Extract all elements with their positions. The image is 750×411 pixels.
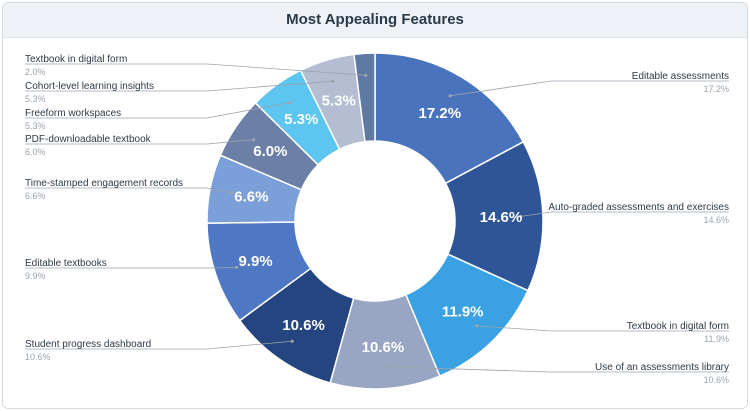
callout-percent-9: 5.3% [25,94,46,104]
slice-value-label-2: 11.9% [442,303,484,320]
callout-percent-3: 10.6% [703,375,729,385]
callout-line-4 [25,340,293,350]
callout-category-10: Textbook in digital form [25,54,127,65]
callout-line-0 [450,80,729,97]
slice-value-label-3: 10.6% [362,339,405,356]
callout-percent-7: 6.0% [25,147,46,157]
chart-title: Most Appealing Features [286,11,464,28]
callout-category-2: Textbook in digital form [627,321,729,332]
callout-line-8 [25,102,290,119]
callout-category-7: PDF-downloadable textbook [25,134,152,145]
callout-percent-1: 14.6% [703,215,729,225]
callout-category-8: Freeform workspaces [25,108,121,119]
callout-labels: Editable assessments 17.2% Auto-graded ass… [25,54,729,385]
title-bar: Most Appealing Features [3,3,747,38]
slice-value-labels: 17.2% 14.6% 11.9% 10.6% 10.6% 9.9% 6.6% 6.0% 5.3… [234,92,522,355]
callout-percent-2: 11.9% [704,334,729,344]
callout-line-6 [25,187,232,194]
slices [206,52,544,390]
donut-chart: 17.2% 14.6% 11.9% 10.6% 10.6% 9.9% 6.6% 6.0% 5.3… [25,52,729,390]
slice-value-label-0: 17.2% [419,105,462,122]
slice-value-label-1: 14.6% [480,209,523,226]
slice-value-label-8: 5.3% [284,111,318,128]
callout-line-5 [25,267,237,269]
slice-value-label-6: 6.6% [234,189,268,206]
callout-line-2 [476,325,729,332]
slice-value-label-4: 10.6% [282,317,325,334]
slice-1 [444,140,544,292]
callout-lines [25,63,729,373]
callout-percent-0: 17.2% [703,84,729,94]
callout-category-3: Use of an assessments library [595,362,729,373]
callout-category-6: Time-stamped engagement records [25,178,183,189]
callout-line-9 [25,80,333,92]
callout-line-10 [25,63,366,76]
slice-0 [374,52,525,185]
slice-value-label-7: 6.0% [253,143,287,160]
callout-percent-8: 5.3% [25,121,46,131]
callout-line-7 [25,139,254,145]
callout-category-1: Auto-graded assessments and exercises [548,202,729,213]
callout-category-4: Student progress dashboard [25,339,151,350]
callout-category-5: Editable textbooks [25,258,107,269]
callout-percent-10: 2.0% [25,67,46,77]
callout-line-1 [520,211,729,217]
callout-line-3 [384,366,729,373]
callout-percent-6: 6.6% [25,191,46,201]
callout-percent-4: 10.6% [25,352,51,362]
slice-value-label-5: 9.9% [238,253,272,270]
slice-value-label-9: 5.3% [322,92,356,109]
callout-category-0: Editable assessments [632,71,729,82]
callout-percent-5: 9.9% [25,271,46,281]
callout-category-9: Cohort-level learning insights [25,81,154,92]
